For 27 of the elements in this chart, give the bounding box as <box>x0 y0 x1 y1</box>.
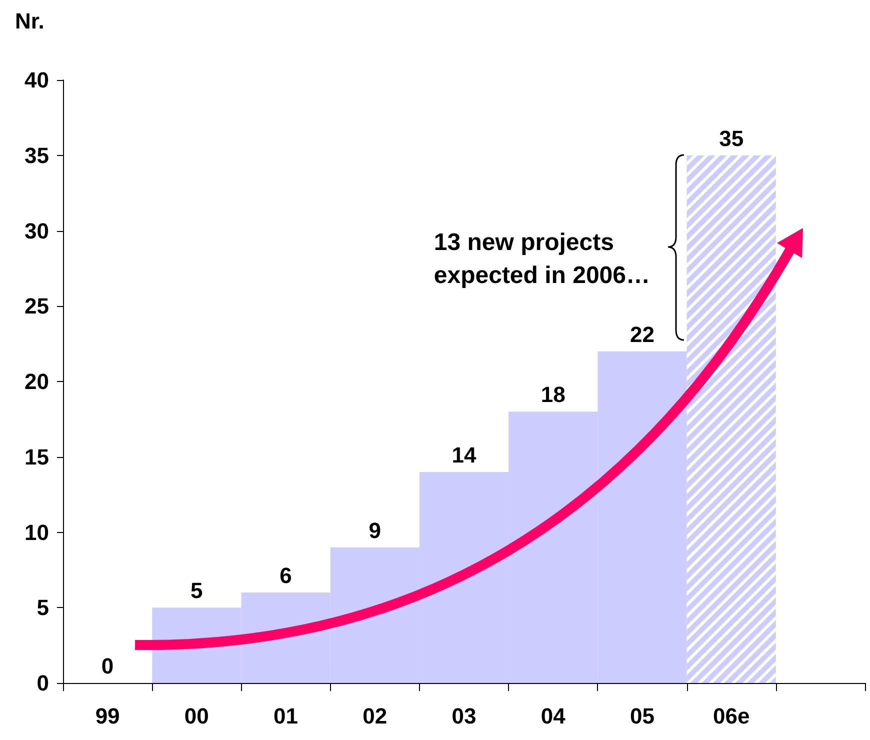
x-tick-label: 00 <box>184 704 209 728</box>
x-tick-label: 99 <box>95 704 120 728</box>
data-label: 22 <box>630 322 654 347</box>
data-label: 35 <box>719 126 744 151</box>
x-tick-label: 03 <box>452 704 476 728</box>
data-label: 6 <box>280 563 292 588</box>
y-tick-label: 35 <box>24 142 49 168</box>
data-label: 18 <box>540 382 566 408</box>
y-tick-label: 20 <box>24 369 49 394</box>
x-tick-label: 01 <box>274 704 298 728</box>
data-label: 5 <box>190 578 203 604</box>
x-tick-label: 02 <box>362 704 388 728</box>
y-tick-label: 40 <box>24 68 49 92</box>
annotation: 13 new projects expected in 2006… <box>434 229 650 289</box>
y-tick-label: 15 <box>24 444 49 470</box>
x-tick-label: 06e <box>712 704 750 728</box>
y-tick-label: 5 <box>36 595 49 620</box>
data-label: 14 <box>452 442 477 468</box>
y-tick-label: 25 <box>24 294 49 319</box>
x-tick-label: 05 <box>630 704 654 728</box>
y-axis-title: Nr. <box>15 8 44 34</box>
y-tick-label: 0 <box>36 670 49 696</box>
data-label: 9 <box>368 518 382 543</box>
y-tick-label: 10 <box>24 520 49 545</box>
y-tick-label: 30 <box>24 218 49 244</box>
x-tick-label: 04 <box>540 704 566 728</box>
data-label: 0 <box>101 654 114 678</box>
